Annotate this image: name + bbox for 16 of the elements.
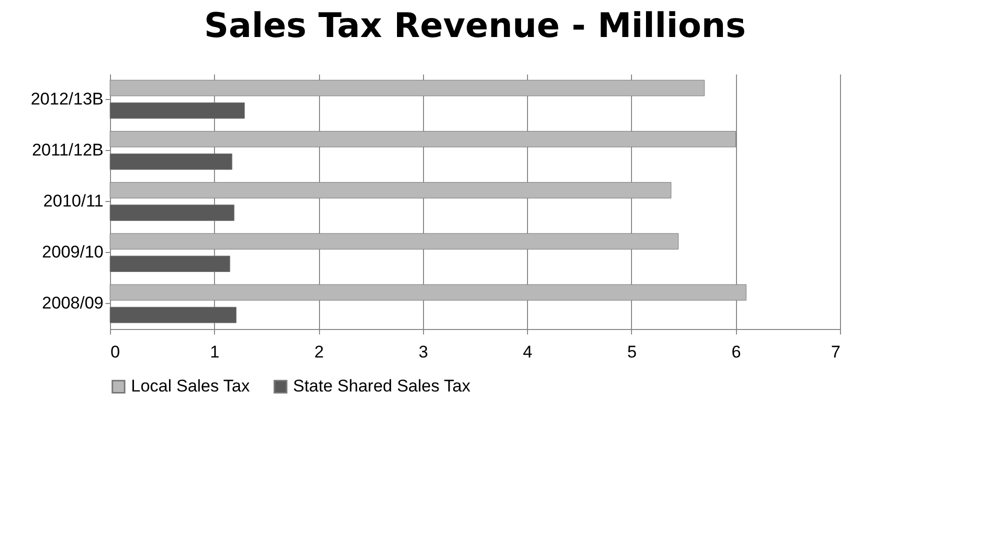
x-tick-label: 2 bbox=[314, 342, 324, 362]
y-tick-label: 2008/09 bbox=[42, 294, 104, 313]
x-tick-label: 3 bbox=[418, 342, 428, 362]
x-tick-label: 1 bbox=[210, 342, 220, 362]
y-tick-label: 2012/13B bbox=[30, 89, 104, 108]
x-tick-label: 0 bbox=[110, 342, 120, 362]
legend-label: Local Sales Tax bbox=[131, 376, 250, 396]
chart-title: Sales Tax Revenue - Millions bbox=[204, 6, 746, 46]
y-tick-label: 2011/12B bbox=[32, 140, 104, 160]
x-tick-label: 7 bbox=[831, 342, 840, 362]
y-tick-label: 2009/10 bbox=[42, 242, 104, 262]
y-tick-label: 2010/11 bbox=[43, 192, 104, 210]
x-tick-label: 5 bbox=[627, 342, 637, 362]
legend-label: State Shared Sales Tax bbox=[293, 376, 471, 396]
x-tick-label: 6 bbox=[731, 342, 741, 362]
x-tick-label: 4 bbox=[522, 342, 532, 362]
